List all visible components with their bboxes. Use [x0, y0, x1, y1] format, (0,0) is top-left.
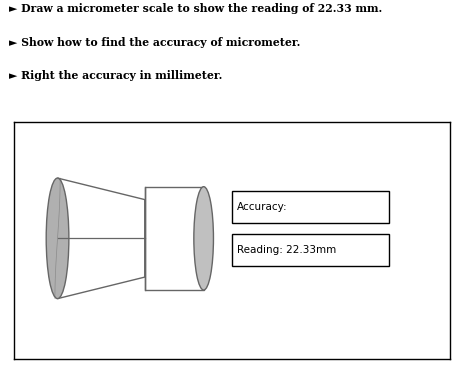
Text: Reading: 22.33mm: Reading: 22.33mm: [237, 245, 336, 255]
Polygon shape: [57, 178, 144, 299]
Text: ► Right the accuracy in millimeter.: ► Right the accuracy in millimeter.: [9, 70, 222, 81]
Text: ► Show how to find the accuracy of micrometer.: ► Show how to find the accuracy of micro…: [9, 37, 300, 48]
FancyBboxPatch shape: [232, 191, 388, 223]
Polygon shape: [144, 187, 203, 290]
Ellipse shape: [46, 178, 69, 299]
Text: ► Draw a micrometer scale to show the reading of 22.33 mm.: ► Draw a micrometer scale to show the re…: [9, 3, 382, 14]
FancyBboxPatch shape: [232, 234, 388, 266]
Text: Accuracy:: Accuracy:: [237, 202, 287, 212]
Ellipse shape: [194, 187, 213, 290]
